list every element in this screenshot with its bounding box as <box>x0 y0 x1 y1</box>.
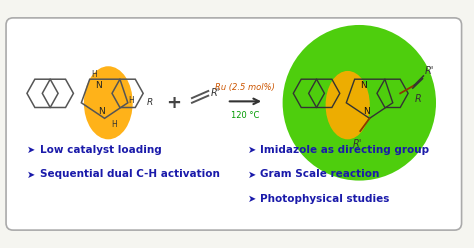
Text: Photophysical studies: Photophysical studies <box>260 194 390 204</box>
Text: N: N <box>363 107 370 116</box>
Text: N: N <box>360 81 366 90</box>
Text: ➤: ➤ <box>248 145 256 155</box>
Text: Ru (2.5 mol%): Ru (2.5 mol%) <box>216 83 275 92</box>
Text: Imidazole as directing group: Imidazole as directing group <box>260 145 429 155</box>
Text: H: H <box>111 120 117 129</box>
Text: H: H <box>128 96 134 105</box>
Text: ➤: ➤ <box>248 194 256 204</box>
Text: Low catalyst loading: Low catalyst loading <box>39 145 161 155</box>
Text: Gram Scale reaction: Gram Scale reaction <box>260 169 380 180</box>
Text: 120 °C: 120 °C <box>231 111 260 120</box>
Text: ➤: ➤ <box>248 169 256 180</box>
Ellipse shape <box>326 71 370 139</box>
Text: N: N <box>98 107 105 116</box>
Text: N: N <box>95 81 101 90</box>
Ellipse shape <box>84 66 133 139</box>
Text: R': R' <box>352 139 362 149</box>
Text: R: R <box>146 98 153 107</box>
FancyBboxPatch shape <box>6 18 462 230</box>
Circle shape <box>283 25 436 181</box>
Text: ➤: ➤ <box>27 145 35 155</box>
Text: R': R' <box>424 66 434 76</box>
Text: +: + <box>166 94 181 112</box>
Text: ➤: ➤ <box>27 169 35 180</box>
Text: R': R' <box>210 88 220 98</box>
Text: Sequential dual C-H activation: Sequential dual C-H activation <box>39 169 219 180</box>
Text: R: R <box>415 94 422 104</box>
Text: H: H <box>91 70 97 79</box>
